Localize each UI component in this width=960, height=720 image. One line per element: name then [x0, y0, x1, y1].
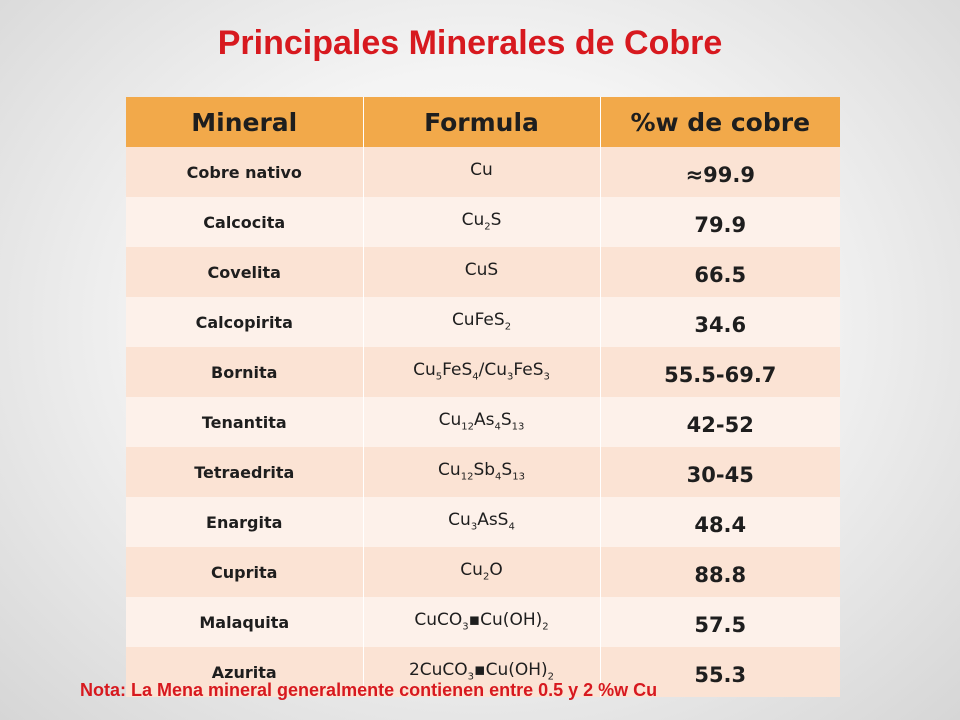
formula-subscript: 2 [484, 221, 491, 233]
formula-part: As [473, 410, 495, 430]
formula-part: Sb [473, 460, 496, 480]
formula-cell: Cu3AsS4 [362, 497, 600, 547]
table-row: Tetraedrita Cu12Sb4S13 30-45 [126, 447, 840, 497]
formula-subscript: 3 [543, 371, 550, 383]
formula-part: S [501, 460, 513, 480]
footnote: Nota: La Mena mineral generalmente conti… [80, 680, 658, 700]
formula-subscript: 2 [542, 621, 549, 633]
mineral-name-cell: Tenantita [126, 397, 363, 447]
formula-part: S [490, 210, 502, 230]
formula-part: FeS [513, 360, 544, 380]
formula-subscript: 4 [472, 371, 479, 383]
formula-part: /Cu [478, 360, 508, 380]
formula-part: FeS [442, 360, 473, 380]
formula-subscript: 12 [460, 471, 474, 483]
table-row: Calcocita Cu2S 79.9 [126, 197, 840, 247]
formula-part: Cu [438, 460, 461, 480]
header-formula: Formula [362, 97, 600, 147]
header-mineral: Mineral [126, 97, 363, 147]
copper-percent-cell: 88.8 [599, 547, 840, 597]
formula-subscript: 13 [512, 471, 525, 483]
table-header-row: Mineral Formula %w de cobre [126, 97, 840, 147]
formula-subscript: 2 [504, 321, 512, 333]
formula-subscript: 12 [461, 421, 474, 433]
formula-subscript: 3 [462, 621, 469, 633]
mineral-name-cell: Calcopirita [126, 297, 363, 347]
slide-title: Principales Minerales de Cobre [217, 24, 723, 62]
formula-part: 2CuCO [408, 660, 468, 680]
formula-subscript: 13 [511, 421, 525, 433]
mineral-name-cell: Azurita [126, 647, 363, 697]
mineral-name-cell: Bornita [126, 347, 363, 397]
copper-percent-cell: 42-52 [599, 397, 840, 447]
formula-cell: Cu2O [362, 547, 600, 597]
table-row: Bornita Cu5FeS4/Cu3FeS3 55.5-69.7 [126, 347, 840, 397]
formula-part: ▪Cu(OH) [468, 610, 543, 630]
copper-percent-cell: 66.5 [599, 247, 840, 297]
copper-percent-cell: ≈99.9 [599, 147, 840, 197]
mineral-name-cell: Malaquita [126, 597, 363, 647]
copper-percent-cell: 57.5 [599, 597, 840, 647]
formula-part: CuFeS [451, 310, 505, 330]
formula-cell: CuCO3▪Cu(OH)2 [362, 597, 600, 647]
table-row: Cobre nativo Cu ≈99.9 [126, 147, 840, 197]
formula-part: Cu [461, 210, 485, 230]
copper-percent-cell: 34.6 [599, 297, 840, 347]
formula-part: Cu [460, 560, 483, 580]
mineral-name-cell: Cuprita [126, 547, 363, 597]
formula-subscript: 3 [470, 521, 478, 533]
formula-subscript: 3 [507, 371, 514, 383]
formula-part: Cu [448, 510, 471, 530]
copper-percent-cell: 55.5-69.7 [599, 347, 840, 397]
mineral-name-cell: Tetraedrita [126, 447, 363, 497]
formula-part: O [489, 560, 503, 580]
formula-part: Cu [413, 360, 436, 380]
formula-subscript: 2 [547, 671, 555, 683]
formula-subscript: 4 [508, 521, 515, 533]
mineral-name-cell: Calcocita [126, 197, 363, 247]
copper-percent-cell: 30-45 [599, 447, 840, 497]
header-percent-copper: %w de cobre [599, 97, 840, 147]
formula-cell: CuFeS2 [362, 297, 600, 347]
formula-subscript: 4 [495, 471, 502, 483]
formula-part: AsS [477, 510, 509, 530]
table-row: Malaquita CuCO3▪Cu(OH)2 57.5 [126, 597, 840, 647]
copper-percent-cell: 79.9 [599, 197, 840, 247]
table-row: Azurita 2CuCO3▪Cu(OH)2 55.3 [126, 647, 840, 697]
formula-part: Cu [438, 410, 462, 430]
table-row: Cuprita Cu2O 88.8 [126, 547, 840, 597]
formula-part: S [500, 410, 512, 430]
minerals-table: Mineral Formula %w de cobre Cobre nativo… [126, 97, 840, 697]
table-row: Enargita Cu3AsS4 48.4 [126, 497, 840, 547]
formula-part: ▪Cu(OH) [474, 660, 548, 680]
formula-part: CuCO [414, 610, 463, 630]
formula-cell: Cu2S [362, 197, 600, 247]
table-row: Tenantita Cu12As4S13 42-52 [126, 397, 840, 447]
formula-part: CuS [464, 260, 499, 280]
table-row: Calcopirita CuFeS2 34.6 [126, 297, 840, 347]
table-row: Covelita CuS 66.5 [126, 247, 840, 297]
mineral-name-cell: Covelita [126, 247, 363, 297]
formula-subscript: 2 [482, 571, 490, 583]
formula-cell: Cu12As4S13 [362, 397, 600, 447]
formula-cell: CuS [362, 247, 600, 297]
copper-percent-cell: 55.3 [599, 647, 840, 697]
mineral-name-cell: Enargita [126, 497, 363, 547]
table-body: Cobre nativo Cu ≈99.9 Calcocita Cu2S 79.9 Cove… [126, 147, 840, 697]
copper-percent-cell: 48.4 [599, 497, 840, 547]
formula-subscript: 4 [494, 421, 501, 433]
formula-subscript: 3 [467, 671, 475, 683]
formula-cell: Cu5FeS4/Cu3FeS3 [362, 347, 600, 397]
formula-cell: Cu [362, 147, 600, 197]
formula-cell: Cu12Sb4S13 [362, 447, 600, 497]
formula-cell: 2CuCO3▪Cu(OH)2 [362, 647, 600, 697]
formula-part: Cu [470, 160, 493, 180]
mineral-name-cell: Cobre nativo [126, 147, 363, 197]
formula-subscript: 5 [435, 371, 443, 383]
